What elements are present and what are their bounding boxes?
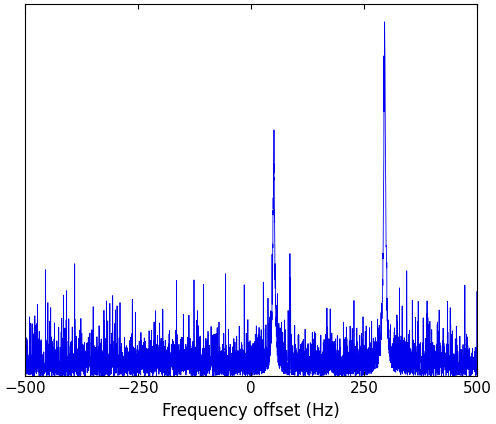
- X-axis label: Frequency offset (Hz): Frequency offset (Hz): [162, 402, 340, 420]
